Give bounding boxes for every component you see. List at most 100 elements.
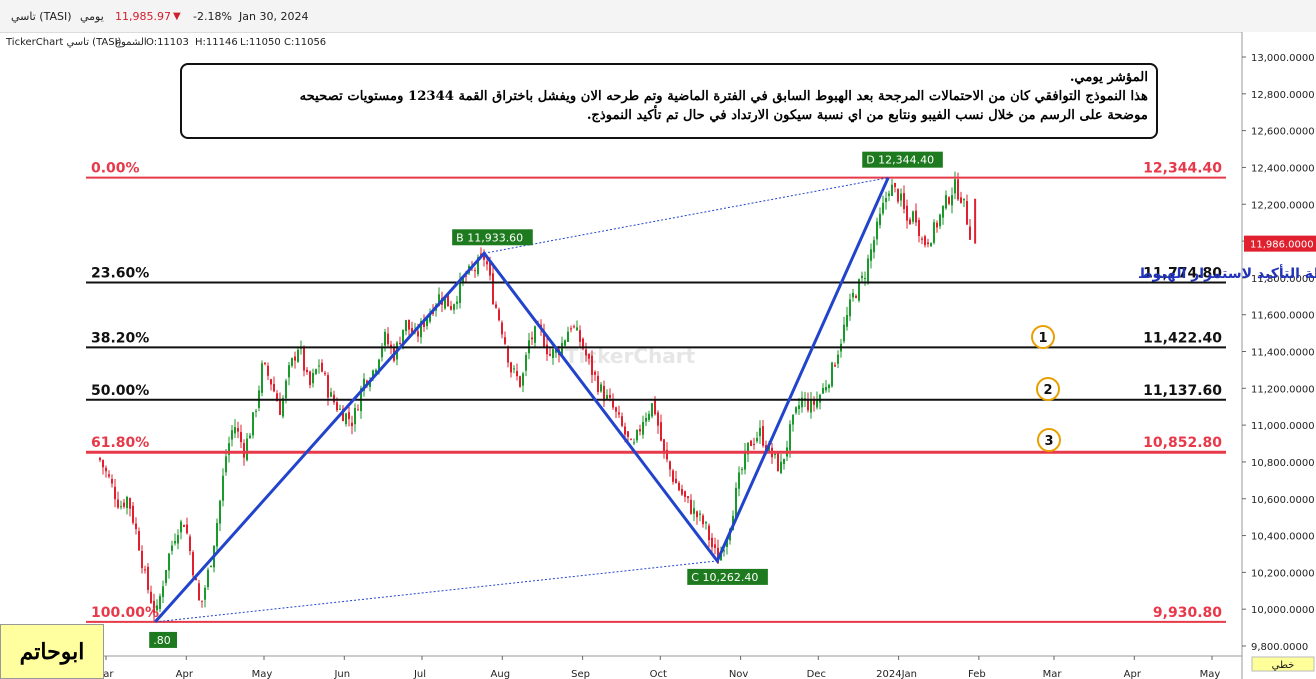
candle-body <box>627 431 629 437</box>
candle-body <box>246 438 248 461</box>
target-circle <box>1031 325 1055 349</box>
candle-body <box>438 294 440 306</box>
last-price-badge <box>1244 235 1316 252</box>
candle-body <box>123 502 125 507</box>
candle-body <box>813 399 815 405</box>
candle-body <box>945 195 947 209</box>
candle-body <box>630 439 632 441</box>
y-tick-label: 12,600.0000 <box>1251 127 1315 138</box>
candle-body <box>546 344 548 355</box>
candle-body <box>636 430 638 441</box>
candle-body <box>951 195 953 206</box>
candle-body <box>624 426 626 435</box>
fib-percent-label: 61.80% <box>91 435 149 451</box>
candle-body <box>843 324 845 342</box>
candle-body <box>165 569 167 583</box>
chart-source-title: TickerChart تاسي (TASI) <box>6 37 122 48</box>
candle-body <box>876 221 878 240</box>
candle-body <box>714 544 716 548</box>
candle-body <box>180 521 182 533</box>
candle-body <box>111 478 113 484</box>
scale-mode-button[interactable] <box>1251 656 1315 672</box>
candle-body <box>612 400 614 408</box>
candle-body <box>276 393 278 402</box>
harmonic-pattern-legs[interactable] <box>154 177 890 623</box>
candle-body <box>873 240 875 253</box>
candle-body <box>591 355 593 375</box>
candle-body <box>162 586 164 597</box>
candle-body <box>507 346 509 363</box>
candle-body <box>885 198 887 202</box>
pattern-point-label: C 10,262.40 <box>691 571 758 584</box>
candle-body <box>234 427 236 434</box>
candle-body <box>447 294 449 307</box>
ohlc-open: O:11103 <box>146 37 189 48</box>
candle-body <box>702 515 704 525</box>
candle-body <box>306 369 308 372</box>
candle-body <box>918 220 920 237</box>
candle-body <box>906 205 908 221</box>
symbol-name[interactable]: تاسي (TASI) <box>11 10 72 23</box>
candle-body <box>207 569 209 588</box>
candle-body <box>867 258 869 282</box>
fib-percent-label: 23.60% <box>91 266 149 282</box>
candle-body <box>147 566 149 590</box>
x-tick-label: Nov <box>729 669 749 679</box>
candle-body <box>453 304 455 310</box>
candle-body <box>243 443 245 458</box>
candle-body <box>342 408 344 422</box>
candle-body <box>450 305 452 310</box>
candle-body <box>675 478 677 484</box>
note-line-3: موضحة على الرسم من خلال نسب الفيبو ونتاب… <box>586 108 1148 123</box>
candle-body <box>606 394 608 400</box>
candle-body <box>651 403 653 417</box>
candle-body <box>582 338 584 349</box>
candle-body <box>855 295 857 298</box>
candle-body <box>738 472 740 489</box>
candle-body <box>279 399 281 415</box>
candle-body <box>750 440 752 446</box>
candle-body <box>498 309 500 321</box>
candle-body <box>831 362 833 387</box>
pattern-point-badge <box>149 631 178 648</box>
candle-body <box>474 270 476 272</box>
target-circle <box>1036 377 1060 401</box>
candle-body <box>309 371 311 385</box>
candle-body <box>333 394 335 403</box>
candle-body <box>198 583 200 601</box>
candle-body <box>966 201 968 225</box>
candle-body <box>153 600 155 613</box>
candle-body <box>915 210 917 223</box>
candle-body <box>177 535 179 544</box>
candle-body <box>543 330 545 348</box>
candle-body <box>378 359 380 372</box>
y-tick-label: 11,200.0000 <box>1251 384 1315 395</box>
candle-body <box>870 249 872 261</box>
candle-body <box>174 540 176 544</box>
candle-body <box>459 279 461 303</box>
candle-body <box>462 277 464 284</box>
confirmation-point-label: نقطة التأكيد لاستمرار الهبوط <box>1138 264 1316 282</box>
candle-body <box>879 213 881 226</box>
candle-body <box>321 362 323 372</box>
candle-body <box>420 321 422 338</box>
candle-body <box>633 442 635 444</box>
x-tick-label: 2024Jan <box>876 669 917 679</box>
candle-body <box>168 553 170 571</box>
price-axis-panel[interactable] <box>1242 32 1316 656</box>
fib-value-label: 11,774.80 <box>1143 266 1222 282</box>
quote-date: Jan 30, 2024 <box>239 10 309 23</box>
candle-body <box>444 298 446 309</box>
candle-body <box>156 605 158 611</box>
period-label[interactable]: يومي <box>80 10 104 23</box>
candle-body <box>477 257 479 274</box>
fib-value-label: 12,344.40 <box>1143 161 1222 177</box>
candle-body <box>774 453 776 455</box>
candle-body <box>642 421 644 435</box>
candle-body <box>585 349 587 356</box>
ohlc-low: L:11050 <box>240 37 281 48</box>
candle-body <box>810 399 812 413</box>
candle-body <box>171 545 173 551</box>
pattern-point-badge <box>452 229 533 246</box>
